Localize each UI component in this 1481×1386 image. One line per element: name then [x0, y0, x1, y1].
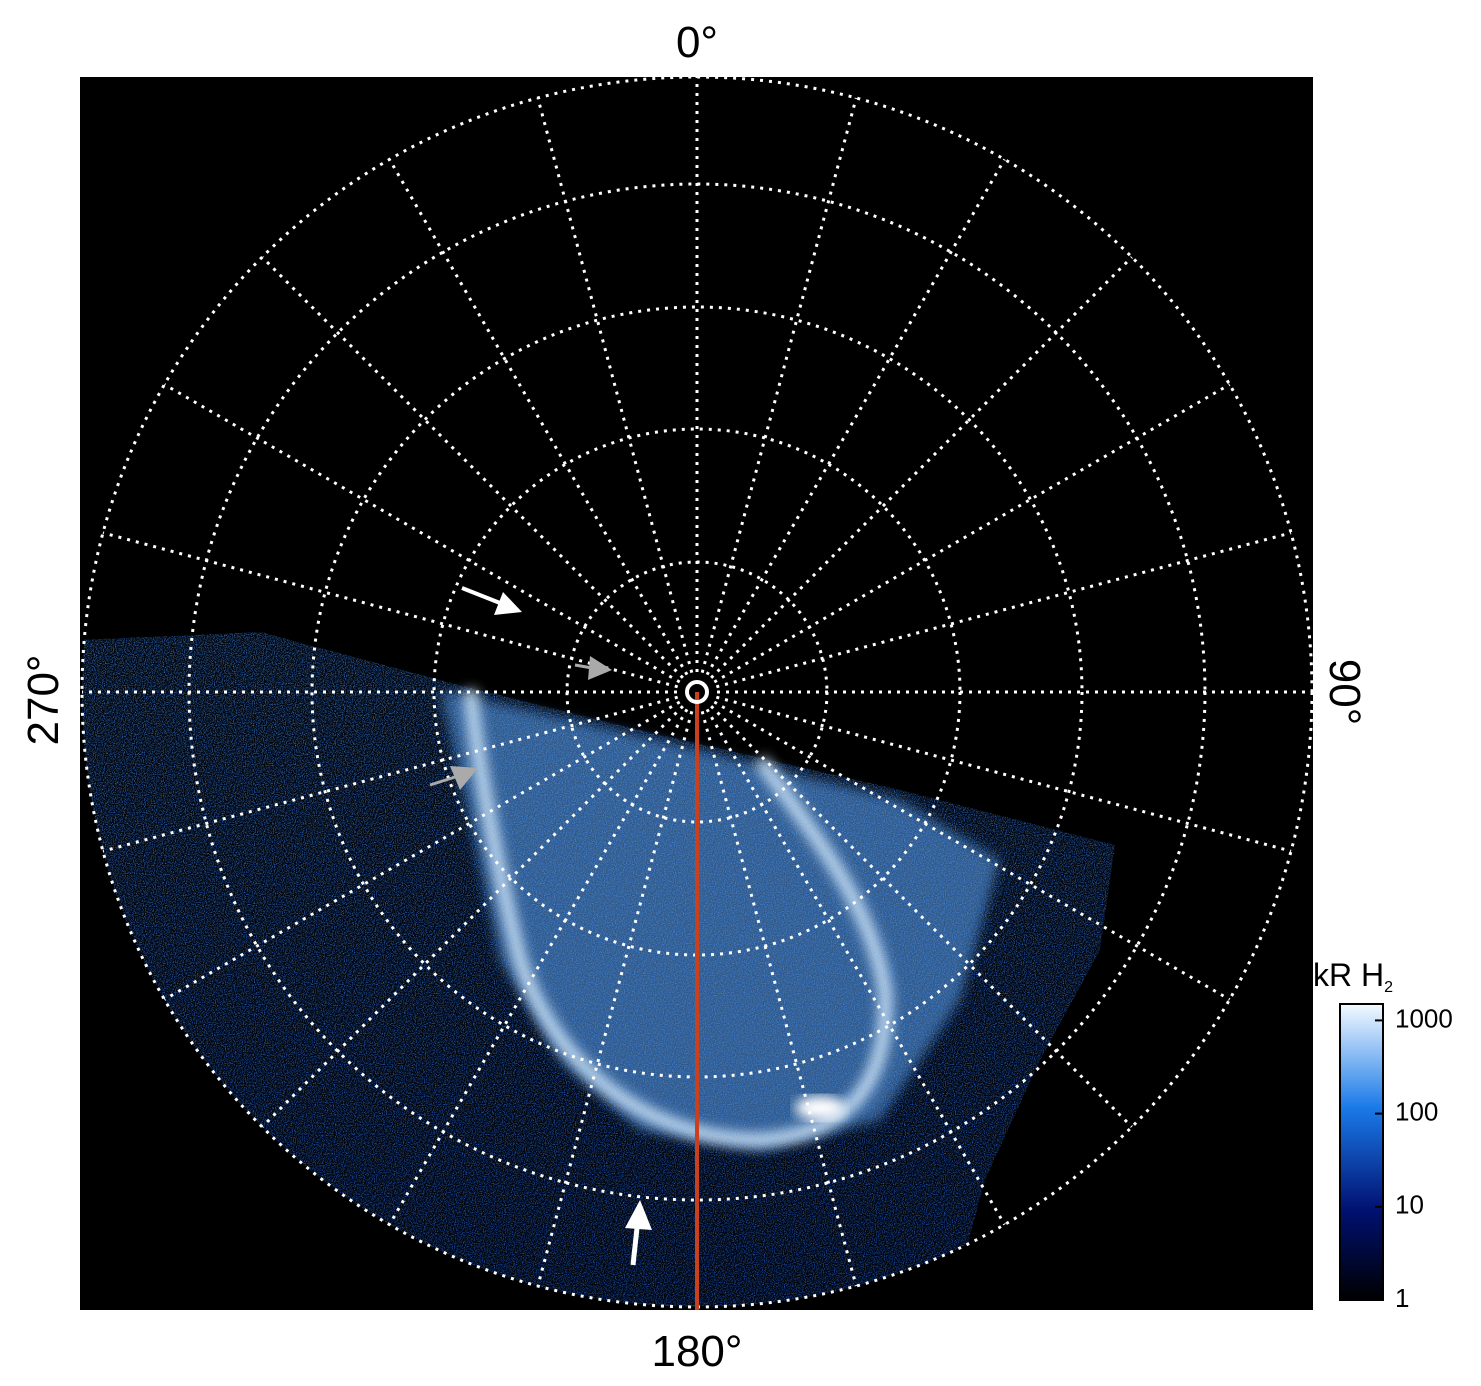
pole-marker	[685, 680, 709, 704]
longitude-label: 270°	[19, 654, 68, 745]
arrows	[429, 586, 652, 1266]
main-oval	[463, 689, 893, 1148]
longitude-line	[163, 383, 681, 684]
longitude-line	[700, 710, 858, 1287]
longitude-line	[102, 695, 679, 853]
colorbar-tick-label: 1	[1395, 1283, 1409, 1313]
colorbar	[1339, 1003, 1384, 1301]
longitude-line	[705, 708, 1006, 1226]
longitude-line	[388, 158, 689, 676]
longitude-line	[102, 531, 679, 689]
longitude-line	[536, 97, 694, 674]
longitude-line	[715, 695, 1292, 853]
colorbar-ticks: 1 10 100 1000	[1375, 1003, 1453, 1313]
longitude-line	[705, 158, 1006, 676]
longitude-line	[163, 700, 681, 1001]
colorbar-tick-label: 1000	[1395, 1003, 1453, 1033]
longitude-line	[536, 710, 694, 1287]
longitude-line	[388, 708, 689, 1226]
longitude-line	[713, 700, 1231, 1001]
longitude-label: 90°	[1320, 659, 1369, 726]
colorbar-tick-label: 100	[1395, 1096, 1438, 1126]
longitude-line	[715, 531, 1292, 689]
colorbar-title-sub: 2	[1384, 979, 1393, 996]
longitude-line	[700, 97, 858, 674]
colorbar-title: kR H2	[1313, 957, 1393, 996]
aurora-image	[80, 77, 1313, 1310]
longitude-line	[710, 705, 1133, 1128]
longitude-line	[710, 256, 1133, 679]
longitude-label: 0°	[676, 18, 718, 67]
longitude-label: 180°	[651, 1327, 742, 1376]
bright-spot	[795, 1096, 845, 1120]
colorbar-tick-label: 10	[1395, 1190, 1424, 1220]
oval-interior	[440, 690, 1000, 1150]
colorbar-title-main: kR H	[1313, 957, 1384, 993]
longitude-line	[261, 256, 684, 679]
longitude-line	[261, 705, 684, 1128]
longitude-line	[713, 383, 1231, 684]
